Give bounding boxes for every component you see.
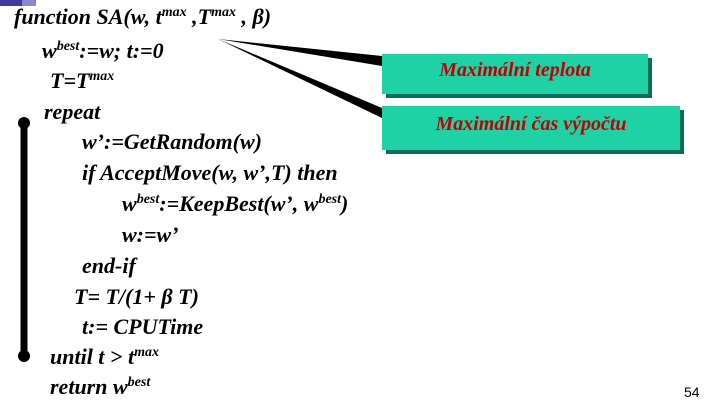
code-line-init-temperature: T=Tmax [50,68,115,93]
code-line-get-random: w’:=GetRandom(w) [82,129,262,154]
code-line-cpu-time: t:= CPUTime [82,314,204,339]
code-line-if-accept: if AcceptMove(w, w’,T) then [82,160,338,185]
code-line-repeat: repeat [44,99,101,124]
code-line-return: return wbest [50,374,151,399]
pointer-to-time [218,39,382,118]
code-line-function-signature: function SA(w, tmax ,Tmax , β) [14,4,272,29]
code-line-init-best: wbest:=w; t:=0 [42,38,164,63]
callout-max-time: Maximální čas výpočtu [382,106,680,150]
code-line-keep-best: wbest:=KeepBest(w’, wbest) [122,191,349,216]
code-line-until: until t > tmax [50,344,159,369]
callout-max-temperature: Maximální teplota [382,54,648,94]
callout-max-temperature-label: Maximální teplota [439,59,591,81]
code-line-end-if: end-if [82,253,136,278]
slide-number: 54 [684,384,700,400]
pointer-to-temp [218,39,382,66]
callout-max-time-label: Maximální čas výpočtu [435,113,627,135]
corner-accent [0,0,36,6]
code-line-cool-temperature: T= T/(1+ β T) [74,284,199,309]
code-line-assign-w: w:=w’ [122,222,179,247]
